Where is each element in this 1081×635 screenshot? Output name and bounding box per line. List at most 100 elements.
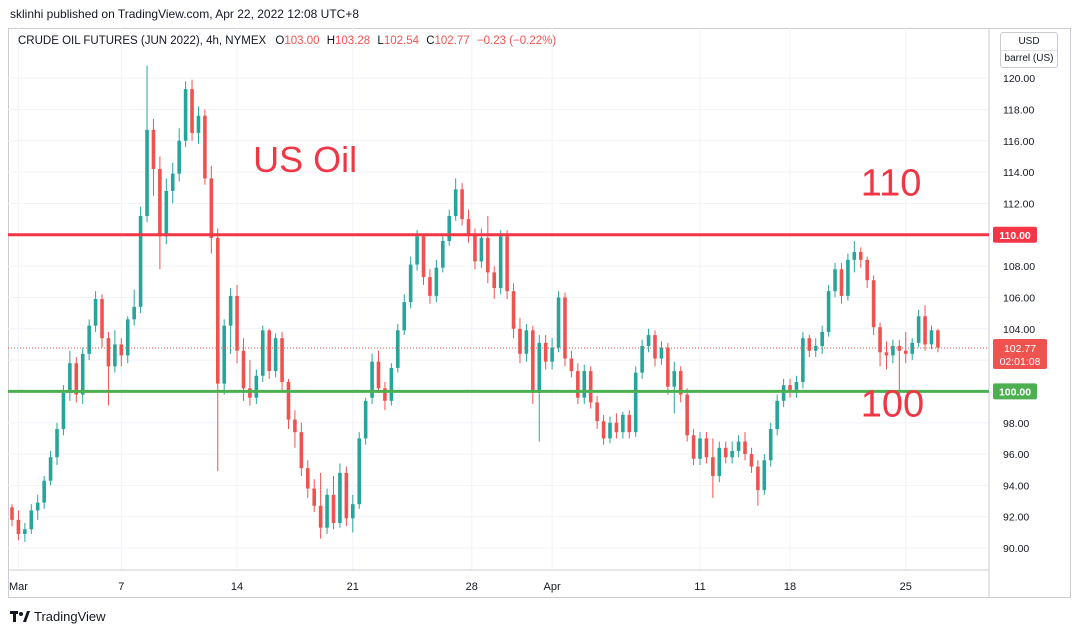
candle-body xyxy=(621,414,625,433)
candle-body xyxy=(556,297,561,348)
candle-body xyxy=(209,178,214,238)
candle-body xyxy=(569,358,574,372)
y-tick-label: 106.00 xyxy=(1003,292,1035,304)
candle-body xyxy=(350,504,355,519)
candle-body xyxy=(421,236,426,278)
candle-body xyxy=(402,302,407,331)
candle-body xyxy=(241,350,246,389)
candle-body xyxy=(891,345,895,356)
close-value: 102.77 xyxy=(434,35,470,47)
x-tick-label: 11 xyxy=(694,581,705,593)
candle-body xyxy=(608,422,612,439)
candle-body xyxy=(428,277,432,296)
candle-body xyxy=(138,215,143,307)
candle-body xyxy=(691,435,696,459)
candle-body xyxy=(113,344,117,367)
candle-body xyxy=(460,189,464,220)
candle-body xyxy=(267,330,271,372)
candle-body xyxy=(383,388,387,401)
chart-annotation: US Oil xyxy=(253,139,357,180)
candle-body xyxy=(203,115,207,179)
candle-body xyxy=(293,419,297,433)
tradingview-logo-icon xyxy=(10,610,30,622)
y-tick-label: 92.00 xyxy=(1003,512,1029,524)
candle-body xyxy=(871,280,876,328)
candle-body xyxy=(910,342,914,354)
candle-body xyxy=(627,414,632,433)
candle-body xyxy=(820,331,824,346)
candle-body xyxy=(749,454,754,467)
y-tick-label: 118.00 xyxy=(1003,104,1034,116)
symbol-legend: CRUDE OIL FUTURES (JUN 2022), 4h, NYMEX … xyxy=(18,35,556,47)
candle-body xyxy=(486,237,490,273)
currency-label: USD xyxy=(1018,36,1040,47)
candle-body xyxy=(646,335,651,346)
candle-body xyxy=(228,295,233,326)
publisher-line: sklinhi published on TradingView.com, Ap… xyxy=(10,7,359,21)
candle-body xyxy=(666,347,670,387)
x-tick-label: 14 xyxy=(231,581,243,593)
candle-body xyxy=(164,190,169,237)
open-label: O xyxy=(275,35,285,47)
candle-body xyxy=(74,363,79,395)
candle-body xyxy=(807,338,812,351)
candle-body xyxy=(801,338,805,383)
candle-body xyxy=(524,330,529,354)
time-axis: Mar 7 14 21 28 Apr 11 18 25 xyxy=(9,581,912,593)
candle-body xyxy=(576,371,580,398)
candle-body xyxy=(125,319,130,356)
candle-body xyxy=(717,447,722,477)
candle-body xyxy=(833,269,837,292)
y-tick-label: 104.00 xyxy=(1003,324,1035,336)
candle-body xyxy=(659,347,664,359)
candle-body xyxy=(35,502,40,511)
candles xyxy=(10,65,940,542)
candle-body xyxy=(698,438,702,459)
candle-body xyxy=(151,129,156,169)
currency-unit-button[interactable]: USD barrel (US) xyxy=(1000,32,1058,68)
candle-body xyxy=(273,338,278,372)
candle-body xyxy=(614,422,619,433)
chart-annotation: 100 xyxy=(861,383,924,425)
low-label: L xyxy=(377,35,384,47)
candle-body xyxy=(331,494,336,524)
candle-body xyxy=(704,438,709,458)
unit-label: barrel (US) xyxy=(1001,50,1057,67)
y-tick-label: 90.00 xyxy=(1003,543,1029,555)
candle-body xyxy=(492,272,497,289)
candle-body xyxy=(878,327,882,353)
candle-body xyxy=(736,441,741,451)
candle-body xyxy=(145,129,149,216)
candle-body xyxy=(190,89,194,133)
x-tick-label: 21 xyxy=(347,581,359,593)
x-tick-label: 7 xyxy=(118,581,124,593)
annotations: US Oil 110 100 xyxy=(253,139,924,425)
candle-body xyxy=(215,237,220,384)
candle-body xyxy=(582,371,587,398)
candle-body xyxy=(222,325,226,384)
candle-body xyxy=(711,457,715,477)
y-tick-label: 108.00 xyxy=(1003,261,1035,273)
candle-body xyxy=(768,429,773,461)
candle-body xyxy=(16,519,21,534)
y-tick-label: 96.00 xyxy=(1003,449,1029,461)
x-tick-label: 18 xyxy=(784,581,796,593)
high-label: H xyxy=(326,35,336,47)
candle-body xyxy=(730,450,734,458)
y-tick-label: 112.00 xyxy=(1003,198,1034,210)
last-price-label: 102.77 xyxy=(1004,343,1036,355)
candle-body xyxy=(601,421,606,439)
candle-body xyxy=(318,505,323,528)
level-price-label: 110.00 xyxy=(999,230,1031,242)
candle-body xyxy=(858,252,863,260)
candle-body xyxy=(781,385,786,401)
candle-body xyxy=(325,494,329,528)
candle-body xyxy=(923,316,927,345)
candle-body xyxy=(826,291,831,332)
candle-body xyxy=(595,402,599,422)
candle-body xyxy=(672,371,677,387)
candle-body xyxy=(280,338,284,383)
candle-body xyxy=(87,325,91,354)
symbol-title: CRUDE OIL FUTURES (JUN 2022), 4h, NYMEX xyxy=(18,35,267,47)
